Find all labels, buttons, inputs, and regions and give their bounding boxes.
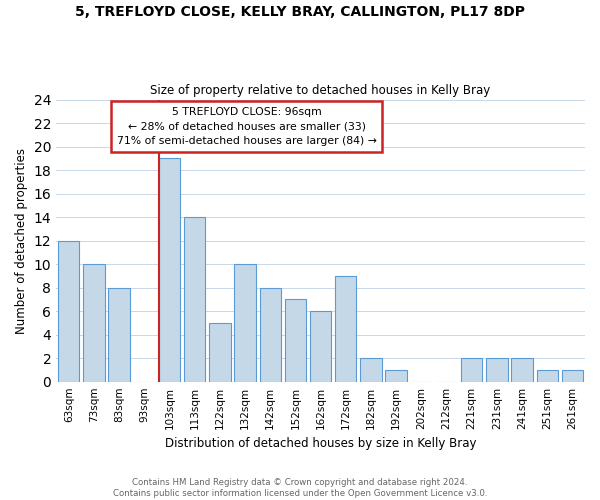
Bar — [184, 217, 205, 382]
Bar — [385, 370, 407, 382]
Bar — [486, 358, 508, 382]
Bar — [284, 300, 306, 382]
Text: 5 TREFLOYD CLOSE: 96sqm
← 28% of detached houses are smaller (33)
71% of semi-de: 5 TREFLOYD CLOSE: 96sqm ← 28% of detache… — [116, 106, 376, 146]
Bar — [209, 323, 230, 382]
Bar — [235, 264, 256, 382]
Bar — [335, 276, 356, 382]
Bar — [310, 311, 331, 382]
Bar — [511, 358, 533, 382]
Bar — [109, 288, 130, 382]
Bar — [461, 358, 482, 382]
Bar — [562, 370, 583, 382]
Title: Size of property relative to detached houses in Kelly Bray: Size of property relative to detached ho… — [151, 84, 491, 97]
Text: 5, TREFLOYD CLOSE, KELLY BRAY, CALLINGTON, PL17 8DP: 5, TREFLOYD CLOSE, KELLY BRAY, CALLINGTO… — [75, 5, 525, 19]
Bar — [58, 240, 79, 382]
Y-axis label: Number of detached properties: Number of detached properties — [15, 148, 28, 334]
X-axis label: Distribution of detached houses by size in Kelly Bray: Distribution of detached houses by size … — [165, 437, 476, 450]
Bar — [83, 264, 104, 382]
Bar — [360, 358, 382, 382]
Bar — [536, 370, 558, 382]
Bar — [260, 288, 281, 382]
Text: Contains HM Land Registry data © Crown copyright and database right 2024.
Contai: Contains HM Land Registry data © Crown c… — [113, 478, 487, 498]
Bar — [159, 158, 180, 382]
